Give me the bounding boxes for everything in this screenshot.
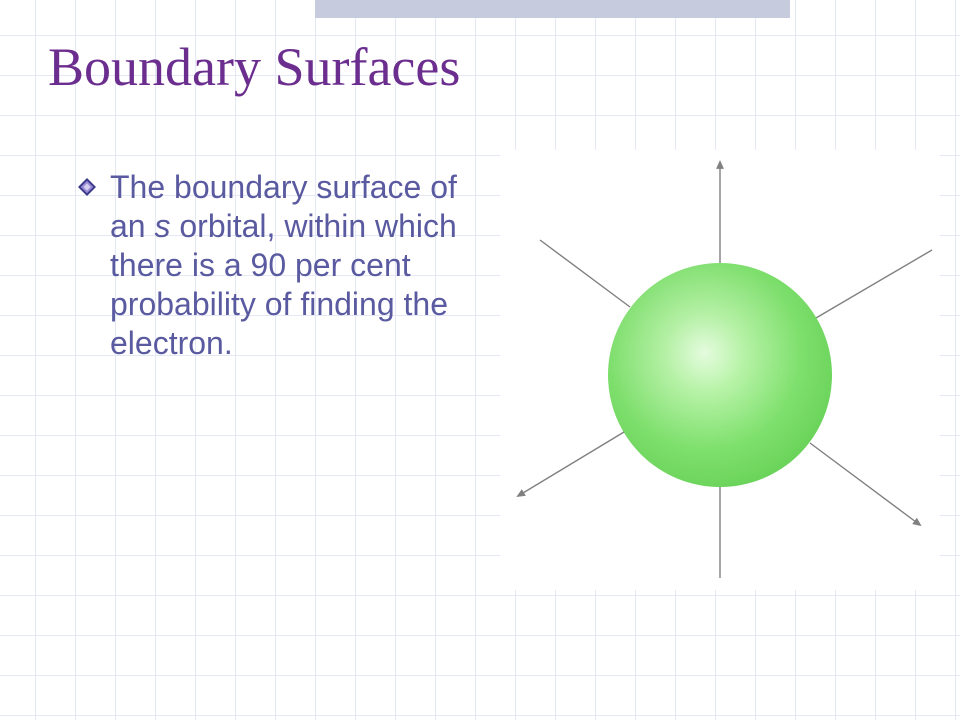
axis-line: [540, 240, 630, 307]
bullet-text-italic: s: [154, 208, 170, 244]
orbital-figure: [500, 150, 940, 590]
axis-line: [518, 432, 624, 496]
slide-title: Boundary Surfaces: [48, 36, 460, 98]
s-orbital-texture: [608, 263, 832, 487]
bullet-item: The boundary surface of an s orbital, wi…: [78, 168, 468, 363]
axis-line: [810, 443, 920, 525]
bullet-text: The boundary surface of an s orbital, wi…: [110, 168, 468, 363]
orbital-svg: [500, 150, 940, 590]
body-text-block: The boundary surface of an s orbital, wi…: [78, 168, 468, 363]
axis-line: [816, 250, 932, 318]
accent-band: [315, 0, 790, 18]
diamond-bullet-icon: [78, 178, 96, 196]
